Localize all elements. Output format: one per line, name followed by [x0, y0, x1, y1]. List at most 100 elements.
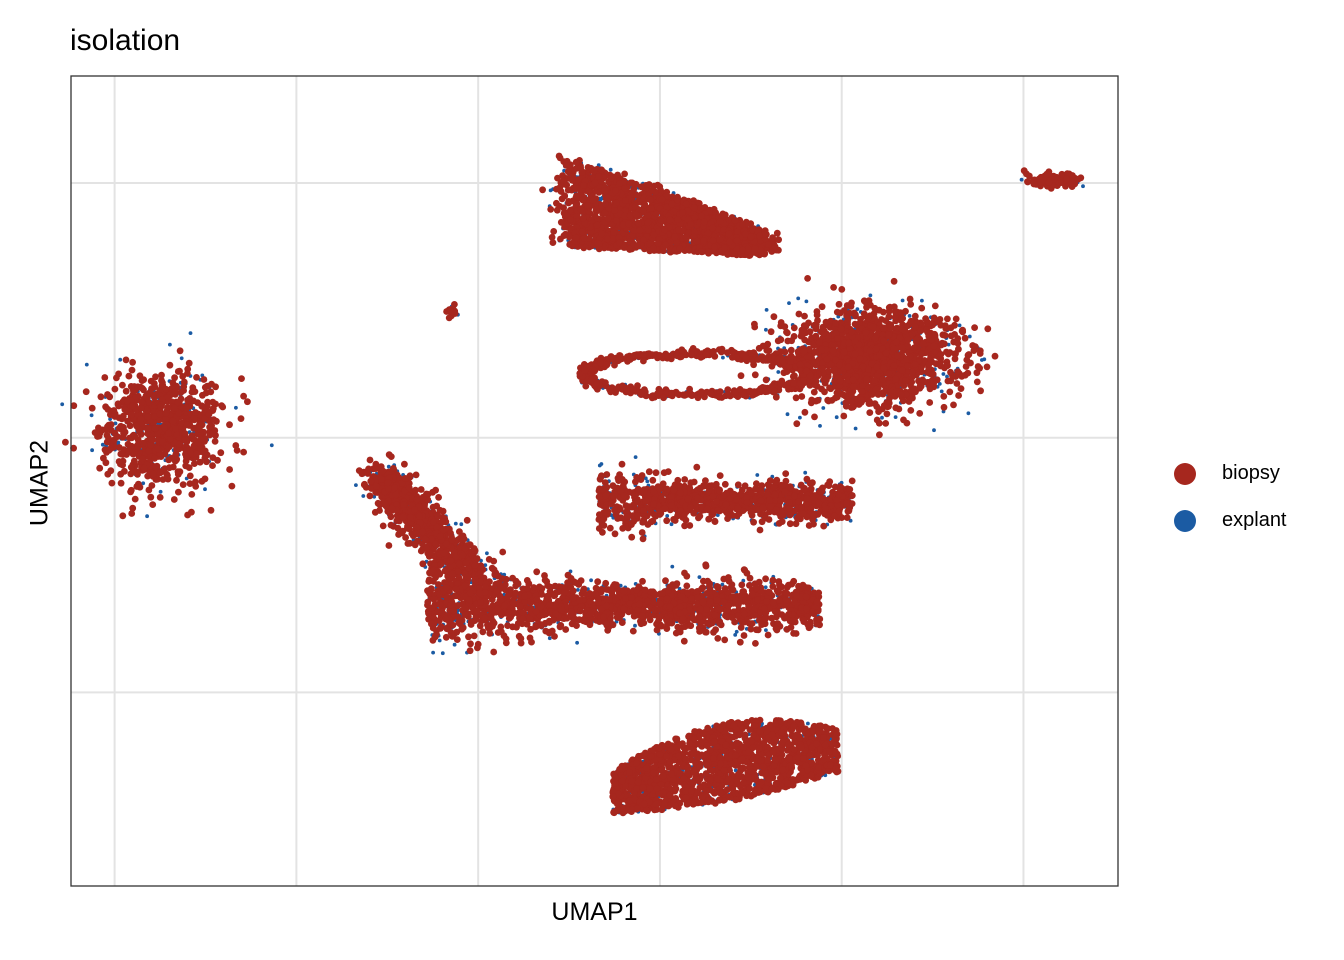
- point-biopsy: [557, 218, 565, 226]
- point-biopsy: [875, 419, 883, 427]
- point-biopsy: [611, 207, 619, 214]
- point-explant: [485, 551, 489, 556]
- point-biopsy: [944, 315, 951, 323]
- point-biopsy: [650, 245, 657, 252]
- point-biopsy: [684, 246, 692, 254]
- point-biopsy: [567, 206, 574, 214]
- point-biopsy: [621, 212, 628, 220]
- point-biopsy: [801, 408, 809, 416]
- point-biopsy: [554, 174, 561, 182]
- point-biopsy: [818, 303, 826, 311]
- point-biopsy: [676, 245, 684, 252]
- point-biopsy: [559, 172, 566, 180]
- point-biopsy: [769, 234, 776, 242]
- point-biopsy: [682, 234, 690, 241]
- point-explant: [645, 479, 650, 484]
- point-biopsy: [698, 212, 705, 220]
- point-biopsy: [577, 205, 585, 213]
- point-biopsy: [548, 233, 556, 241]
- point-biopsy: [671, 233, 679, 241]
- point-biopsy: [647, 205, 655, 213]
- point-biopsy: [697, 204, 705, 212]
- point-biopsy: [709, 224, 717, 232]
- point-biopsy: [648, 186, 656, 194]
- point-explant: [980, 358, 984, 362]
- point-biopsy: [625, 220, 632, 228]
- point-explant: [932, 428, 936, 433]
- point-explant: [855, 307, 860, 311]
- point-biopsy: [591, 179, 599, 187]
- point-explant: [920, 298, 924, 303]
- point-explant: [453, 521, 458, 526]
- point-biopsy: [572, 234, 580, 242]
- point-biopsy: [984, 325, 992, 333]
- point-biopsy: [652, 210, 660, 218]
- point-biopsy: [811, 413, 818, 421]
- point-explant: [764, 308, 769, 312]
- point-explant: [834, 415, 839, 420]
- point-explant: [608, 167, 613, 172]
- point-biopsy: [578, 228, 586, 236]
- point-biopsy: [838, 286, 846, 293]
- point-explant: [734, 629, 739, 634]
- point-biopsy: [812, 323, 820, 330]
- point-biopsy: [725, 230, 733, 238]
- point-biopsy: [835, 300, 843, 308]
- point-biopsy: [595, 173, 603, 180]
- point-biopsy: [842, 399, 850, 407]
- point-biopsy: [804, 275, 811, 282]
- point-explant: [670, 564, 675, 569]
- point-explant: [597, 463, 602, 468]
- point-biopsy: [737, 372, 745, 380]
- point-explant: [733, 633, 738, 637]
- point-biopsy: [580, 181, 587, 189]
- point-explant: [483, 563, 488, 567]
- point-biopsy: [866, 409, 874, 416]
- point-biopsy: [907, 301, 915, 308]
- point-explant: [893, 415, 898, 419]
- point-biopsy: [813, 311, 821, 319]
- point-explant: [957, 323, 962, 328]
- point-biopsy: [700, 237, 707, 245]
- point-biopsy: [607, 175, 615, 182]
- point-explant: [821, 406, 826, 410]
- point-biopsy: [647, 196, 654, 204]
- point-explant: [158, 489, 163, 494]
- point-explant: [589, 578, 593, 583]
- point-explant: [234, 405, 238, 410]
- point-biopsy: [719, 211, 727, 219]
- point-explant: [763, 585, 768, 590]
- point-biopsy: [645, 181, 653, 188]
- point-biopsy: [578, 168, 586, 176]
- point-biopsy: [654, 181, 662, 189]
- point-biopsy: [662, 241, 670, 249]
- point-biopsy: [973, 378, 981, 386]
- point-biopsy: [547, 206, 555, 213]
- point-biopsy: [739, 221, 746, 229]
- point-biopsy: [697, 248, 705, 256]
- point-explant: [84, 362, 89, 367]
- point-biopsy: [733, 237, 741, 245]
- point-explant: [452, 642, 457, 647]
- point-explant: [431, 650, 435, 655]
- point-biopsy: [580, 234, 588, 242]
- point-explant: [733, 768, 738, 773]
- point-biopsy: [556, 154, 564, 162]
- point-biopsy: [721, 244, 729, 252]
- point-biopsy: [590, 167, 598, 175]
- point-biopsy: [604, 235, 611, 243]
- point-biopsy: [716, 236, 724, 244]
- point-explant: [804, 299, 809, 304]
- point-biopsy: [661, 226, 668, 234]
- point-biopsy: [635, 219, 642, 227]
- point-biopsy: [557, 235, 564, 243]
- point-explant: [100, 442, 105, 447]
- point-biopsy: [585, 187, 592, 195]
- point-biopsy: [675, 226, 682, 234]
- point-biopsy: [573, 192, 580, 200]
- point-biopsy: [565, 198, 573, 205]
- point-explant: [796, 296, 801, 301]
- point-explant: [937, 382, 942, 386]
- point-explant: [880, 415, 884, 420]
